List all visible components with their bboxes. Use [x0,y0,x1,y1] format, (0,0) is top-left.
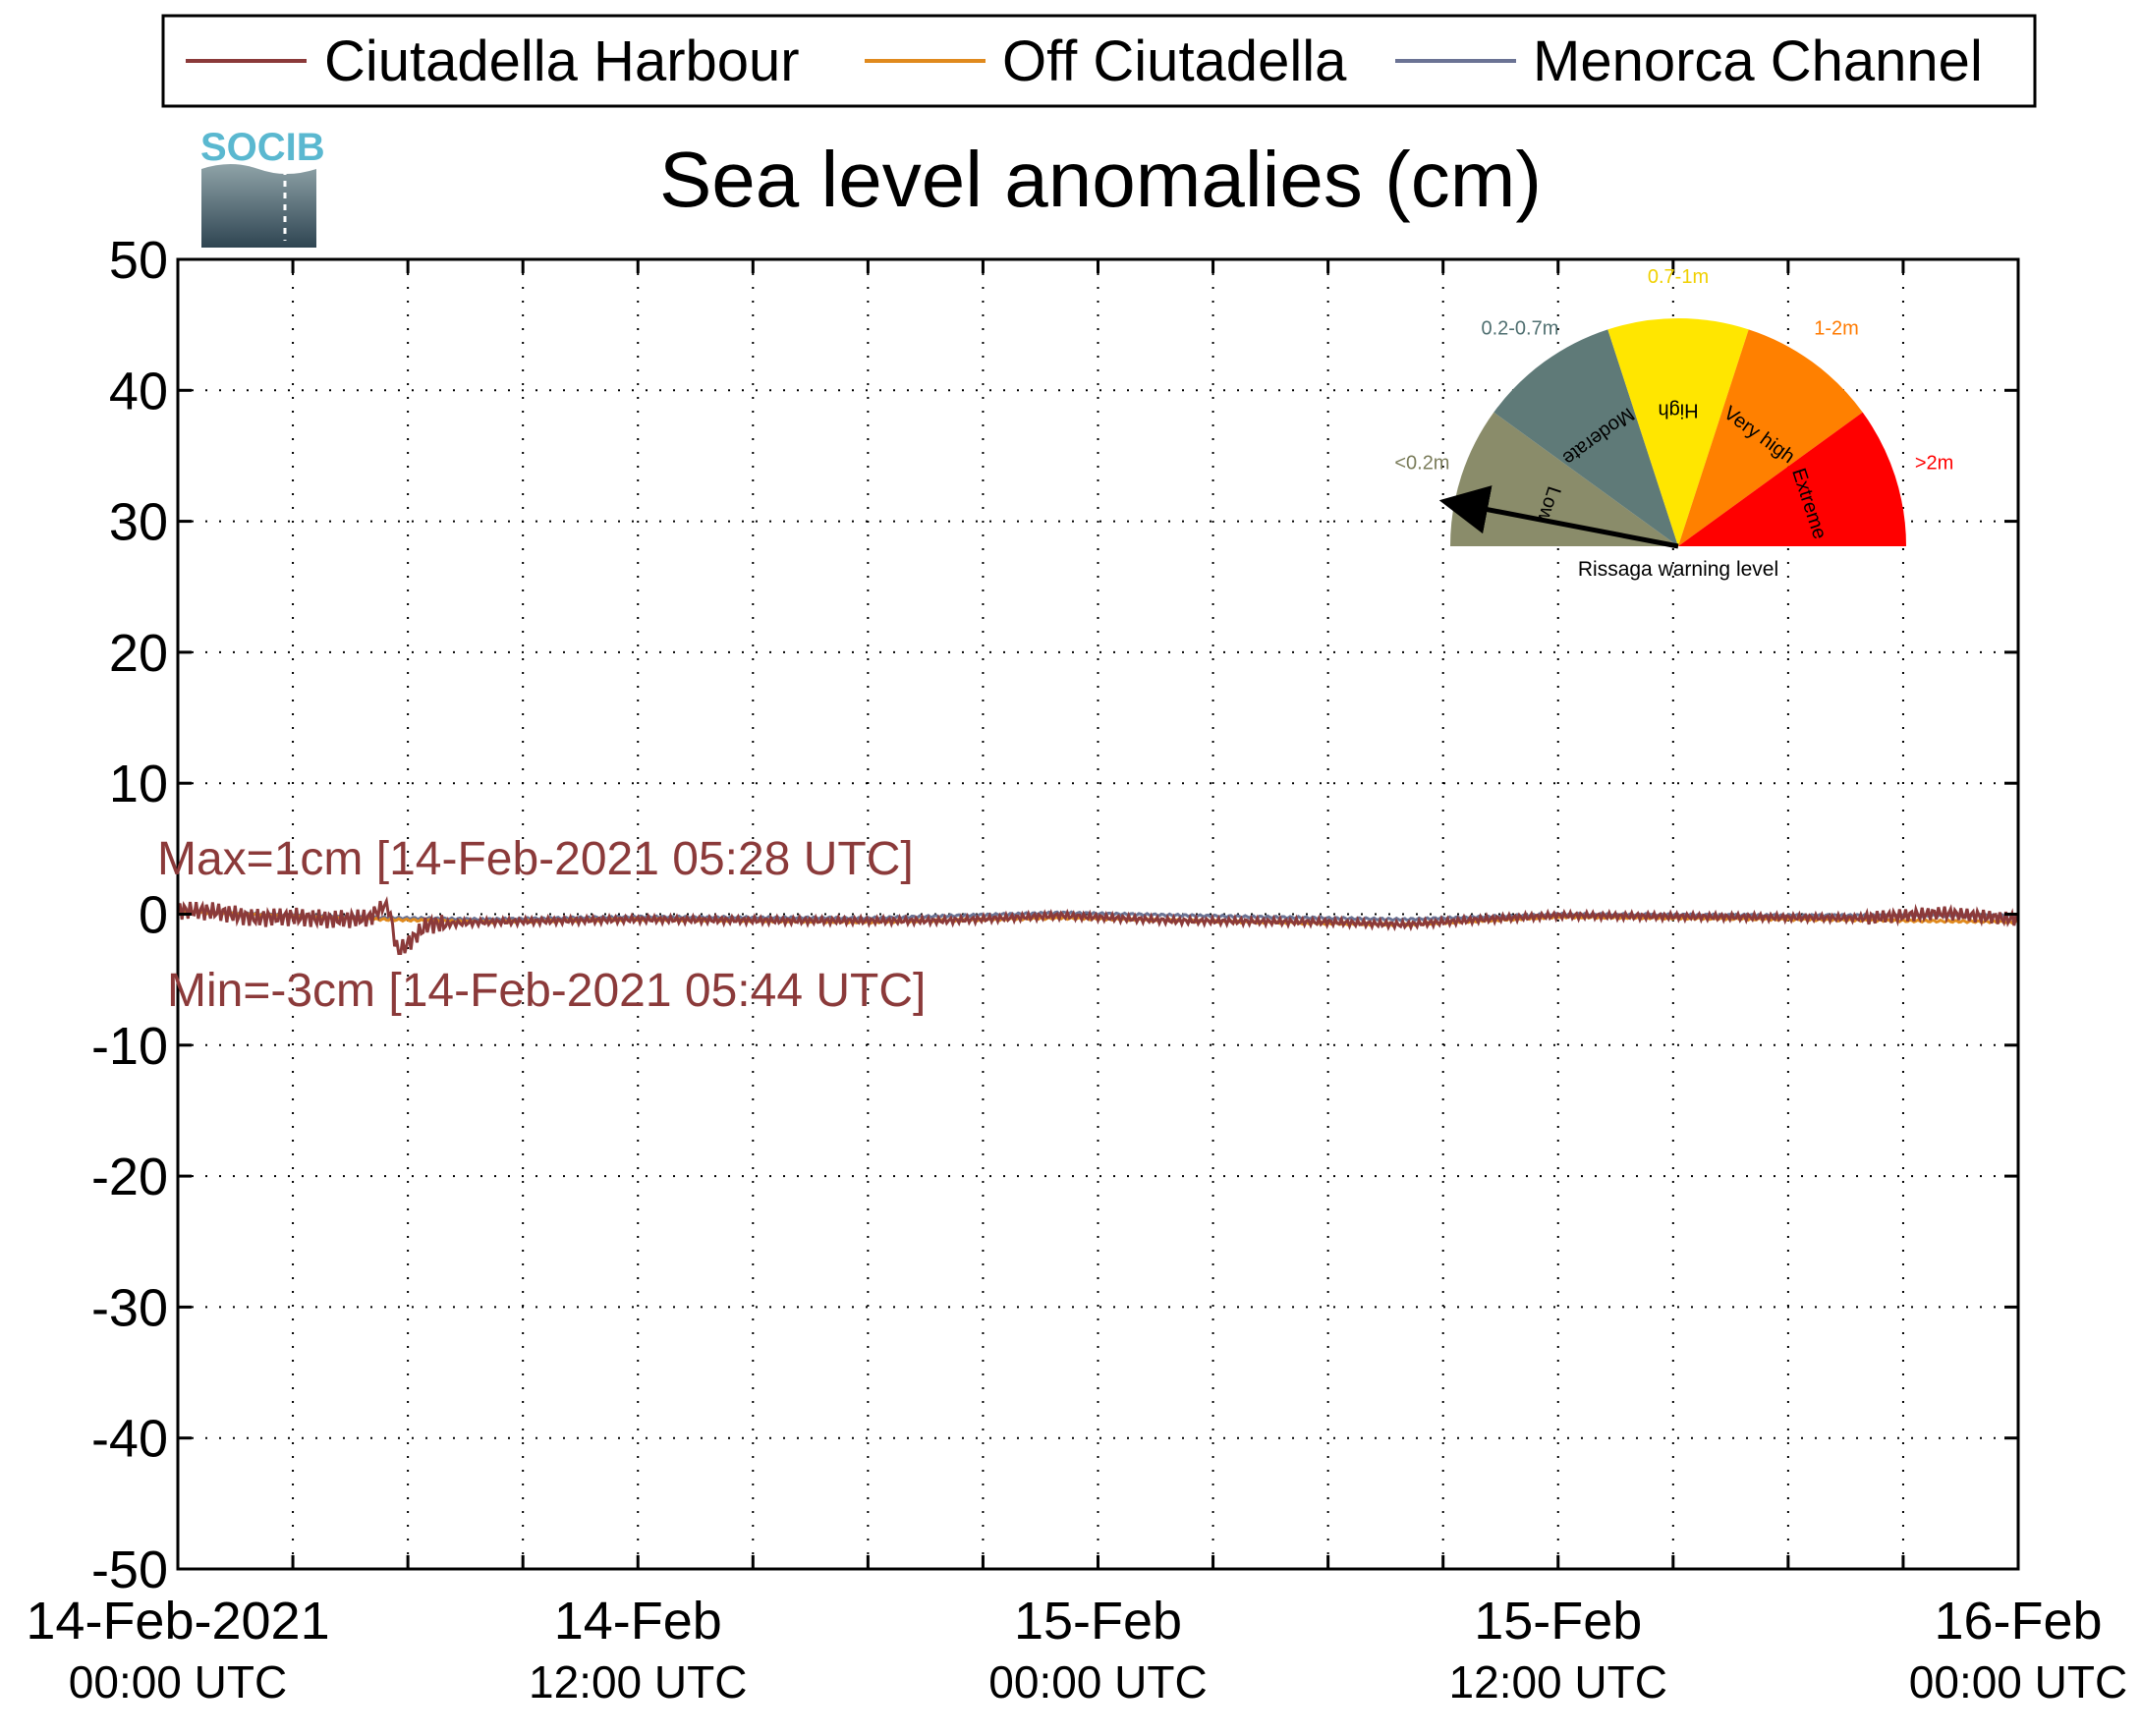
socib-logo-text: SOCIB [200,126,325,169]
chart-title: Sea level anomalies (cm) [659,136,1542,223]
y-tick-label: -30 [91,1278,168,1337]
x-tick-label-date: 14-Feb-2021 [26,1592,329,1651]
gauge-needle [1438,485,1679,549]
gauge-range-label: <0.2m [1394,452,1449,474]
gauge-sector-label: High [1658,400,1698,421]
legend: Ciutadella Harbour Off Ciutadella Menorc… [161,14,2037,108]
gauge-sector-very-high [1678,329,1863,546]
y-tick-label: 50 [109,231,168,290]
y-tick-label: 0 [139,886,168,945]
y-tick-label: -10 [91,1017,168,1076]
y-tick-label: -20 [91,1148,168,1206]
gauge-range-label: 0.2-0.7m [1481,317,1558,339]
gauge-range-label: >2m [1915,452,1953,474]
y-tick-label: 30 [109,493,168,552]
socib-logo: SOCIB [200,126,325,248]
y-axis: 50 40 30 20 10 0 -10 -20 -30 -40 -50 [91,231,2018,1599]
max-annotation: Max=1cm [14-Feb-2021 05:28 UTC] [157,833,914,885]
gauge-sector-extreme [1678,412,1906,546]
gauge-sector-moderate [1493,329,1678,546]
min-annotation: Min=-3cm [14-Feb-2021 05:44 UTC] [167,965,926,1017]
y-tick-label: 10 [109,755,168,813]
y-tick-label: 20 [109,624,168,683]
legend-label-off-ciutadella: Off Ciutadella [1002,29,1347,93]
x-tick-label-date: 16-Feb [1934,1592,2102,1651]
socib-logo-wave [201,164,316,248]
x-tick-label-time: 00:00 UTC [1909,1656,2127,1708]
y-tick-label: -40 [91,1410,168,1469]
gauge-caption: Rissaga warning level [1578,558,1778,581]
y-tick-label: 40 [109,362,168,420]
x-tick-label-time: 12:00 UTC [529,1656,747,1708]
x-tick-label-date: 15-Feb [1014,1592,1182,1651]
gauge-range-label: 0.7-1m [1648,266,1709,288]
gauge-sector-high [1607,318,1749,546]
legend-box [161,14,2037,108]
x-tick-label-time: 00:00 UTC [69,1656,287,1708]
x-tick-label-date: 15-Feb [1474,1592,1642,1651]
x-tick-label-time: 00:00 UTC [988,1656,1207,1708]
x-tick-label-date: 14-Feb [554,1592,722,1651]
gauge-range-label: 1-2m [1814,317,1859,339]
legend-label-menorca-channel: Menorca Channel [1533,29,1983,93]
y-tick-label: -50 [91,1540,168,1599]
series-line-ciutadella-harbour [176,895,2019,955]
series-group [176,895,2019,955]
x-tick-label-time: 12:00 UTC [1449,1656,1667,1708]
legend-label-ciutadella-harbour: Ciutadella Harbour [324,29,800,93]
